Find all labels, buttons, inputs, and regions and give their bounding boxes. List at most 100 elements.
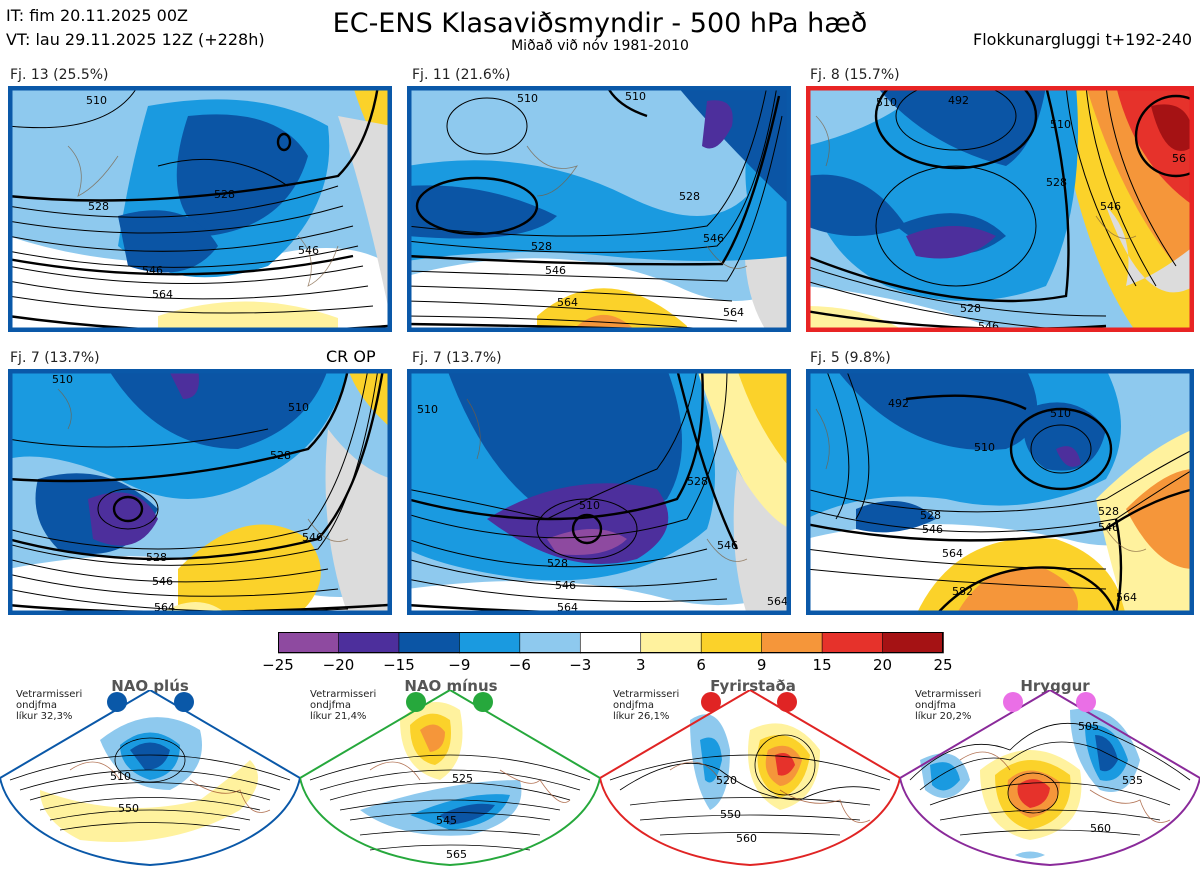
colorbar-tick: 15 (812, 656, 832, 674)
contour-label: 546 (302, 531, 323, 544)
contour-label: 528 (1046, 176, 1067, 189)
colorbar-segment (579, 632, 642, 654)
cluster-map-3: 492 510 528 546 510 528 546 56 (806, 86, 1194, 332)
contour-label: 510 (517, 92, 538, 105)
colorbar-segment (761, 632, 823, 654)
valid-time: VT: lau 29.11.2025 12Z (+228h) (6, 30, 265, 49)
colorbar-tick: −25 (262, 656, 294, 674)
regime-dot-left (701, 692, 721, 712)
contour-label: 510 (288, 401, 309, 414)
regime-border (900, 690, 1200, 867)
regime-map-blocking: 520 550 560 (600, 690, 900, 867)
panel-label: Fj. 13 (25.5%) (10, 67, 109, 83)
regime-title: Hryggur (1020, 677, 1090, 695)
contour-label: 564 (723, 306, 744, 319)
contour-label: 550 (720, 808, 741, 821)
regime-note-line: Vetrarmisseri (613, 689, 680, 700)
panel-label: Fj. 5 (9.8%) (810, 350, 891, 366)
panel-border (8, 369, 392, 615)
regime-note: Vetrarmisseri ondjfma líkur 26,1% (613, 689, 679, 722)
regime-note-line: líkur 21,4% (310, 711, 367, 722)
contour-label: 492 (888, 397, 909, 410)
regime-map-ridge: 505 535 560 (900, 690, 1200, 867)
cluster-map-5: 510 510 528 546 564 528 546 564 (407, 369, 791, 615)
contour-label: 560 (1090, 822, 1111, 835)
panel-border (407, 86, 791, 332)
cluster-map-6: 492 510 510 528 546 564 582 546 528 564 (806, 369, 1194, 615)
contour-label: 550 (118, 802, 139, 815)
page-subtitle: Miðað við nóv 1981-2010 (511, 38, 689, 54)
regime-border (300, 690, 600, 867)
contour-label: 546 (717, 539, 738, 552)
regime-note-line: líkur 20,2% (915, 711, 972, 722)
contour-label: 564 (767, 595, 788, 608)
contour-label: 510 (1050, 407, 1071, 420)
contour-label: 510 (1050, 118, 1071, 131)
panel-border (806, 369, 1194, 615)
contour-label: 510 (974, 441, 995, 454)
contour-label: 560 (736, 832, 757, 845)
contour-label: 510 (625, 90, 646, 103)
contour-label: 528 (547, 557, 568, 570)
cluster-map-1: 510 528 546 564 528 546 (8, 86, 392, 332)
contour-label: 546 (1100, 200, 1121, 213)
contour-label: 528 (146, 551, 167, 564)
contour-label: 528 (960, 302, 981, 315)
colorbar-segment (398, 632, 461, 654)
contour-label: 510 (417, 403, 438, 416)
colorbar-segment (459, 632, 521, 654)
regime-map-nao-minus: 525 545 565 (300, 690, 600, 867)
colorbar-segment (519, 632, 582, 654)
colorbar-segment (278, 632, 340, 654)
regime-note-line: líkur 32,3% (16, 711, 73, 722)
contour-label: 546 (703, 232, 724, 245)
regime-title: NAO plús (111, 677, 189, 695)
contour-label: 528 (531, 240, 552, 253)
regime-note: Vetrarmisseri ondjfma líkur 21,4% (310, 689, 376, 722)
colorbar-segment (640, 632, 702, 654)
contour-label: 535 (1122, 774, 1143, 787)
contour-label: 510 (579, 499, 600, 512)
contour-label: 564 (557, 296, 578, 309)
contour-label: 528 (88, 200, 109, 213)
colorbar-tick: −15 (383, 656, 415, 674)
regime-title: Fyrirstaða (710, 677, 796, 695)
contour-label: 510 (86, 94, 107, 107)
cluster-map-2: 510 510 528 546 564 528 546 564 (407, 86, 791, 332)
regime-note-line: ondjfma (613, 700, 654, 711)
contour-label: 510 (876, 96, 897, 109)
contour-label: 505 (1078, 720, 1099, 733)
page-title: EC-ENS Klasaviðsmyndir - 500 hPa hæð (332, 8, 868, 39)
panel-label: Fj. 7 (13.7%) (10, 350, 100, 366)
panel-border (407, 369, 791, 615)
regime-note-line: ondjfma (16, 700, 57, 711)
regime-dot-right (1076, 692, 1096, 712)
regime-note-line: Vetrarmisseri (16, 689, 83, 700)
contour-label: 520 (716, 774, 737, 787)
colorbar-tick: 20 (872, 656, 893, 674)
classification-window: Flokkunargluggi t+192-240 (973, 30, 1192, 49)
regime-dot-left (1003, 692, 1023, 712)
contour-label: 510 (52, 373, 73, 386)
contour-label: 546 (545, 264, 566, 277)
contour-label: 565 (446, 848, 467, 861)
regime-note-line: Vetrarmisseri (310, 689, 377, 700)
contour-label: 528 (679, 190, 700, 203)
contour-label: 525 (452, 772, 473, 785)
regime-note: Vetrarmisseri ondjfma líkur 32,3% (16, 689, 82, 722)
contour-label: 528 (687, 475, 708, 488)
colorbar-segment (821, 632, 884, 654)
contour-label: 510 (110, 770, 131, 783)
init-time: IT: fim 20.11.2025 00Z (6, 6, 188, 25)
contour-label: 528 (214, 188, 235, 201)
colorbar (278, 632, 944, 654)
colorbar-tick: −6 (508, 656, 531, 674)
colorbar-ticks: −25 −20 −15 −9 −6 −3 3 6 9 15 20 25 (0, 656, 1200, 676)
contour-label: 564 (942, 547, 963, 560)
panel-label: Fj. 11 (21.6%) (412, 67, 511, 83)
contour-label: 546 (298, 244, 319, 257)
regime-title: NAO mínus (404, 677, 498, 695)
panel-label: Fj. 7 (13.7%) (412, 350, 502, 366)
colorbar-tick: 9 (756, 656, 767, 674)
regime-note-line: ondjfma (915, 700, 956, 711)
